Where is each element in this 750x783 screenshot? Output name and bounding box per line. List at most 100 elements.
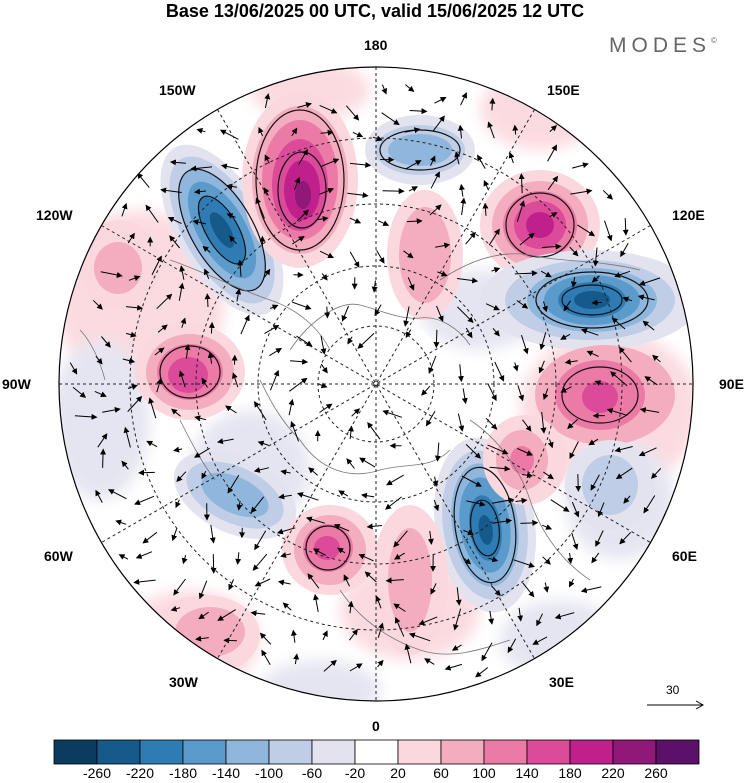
wind-vector-arrow [639, 407, 660, 414]
wind-vector-arrow [615, 467, 633, 480]
wind-vector-arrow [225, 405, 237, 414]
coastlines [79, 253, 641, 655]
colorbar [53, 739, 700, 765]
wind-vector-arrow [644, 376, 658, 386]
wind-vector-arrow [580, 328, 599, 336]
wind-vector-arrow [121, 460, 129, 470]
wind-vector-arrow [347, 600, 354, 614]
wind-vector-arrow [320, 129, 334, 136]
wind-vector-arrow [405, 329, 412, 338]
wind-vector-arrow [347, 192, 369, 199]
wind-vector-arrow [349, 663, 363, 672]
modes-logo: MODES© [609, 34, 717, 58]
map-title: Base 13/06/2025 00 UTC, valid 15/06/2025… [165, 1, 585, 21]
wind-vector-arrow [425, 411, 436, 427]
wind-vector-arrow [571, 501, 580, 518]
wind-vector-arrow [481, 642, 493, 662]
wind-vector-arrow [258, 126, 264, 137]
wind-vector-arrow [554, 612, 575, 620]
wind-vector-arrow [577, 224, 596, 237]
wind-vector-arrow [366, 523, 382, 530]
lon-label-120e: 120E [672, 207, 705, 223]
wind-vector-arrow [614, 270, 631, 278]
wind-vector-arrow [429, 204, 442, 216]
wind-vector-arrow [277, 579, 291, 586]
wind-vector-arrow [290, 629, 297, 643]
wind-vector-arrow [128, 275, 141, 282]
lon-label-0: 0 [372, 718, 380, 734]
wind-vector-arrow [569, 441, 579, 459]
wind-vector-arrow [591, 299, 602, 306]
wind-vector-arrow [485, 303, 500, 311]
wind-vector-arrow [610, 371, 628, 387]
wind-vector-arrow [512, 124, 519, 135]
wind-vector-arrow [432, 115, 445, 132]
wind-vector-arrow [457, 124, 464, 139]
wind-vector-arrow [451, 644, 462, 651]
wind-vector-arrow [250, 496, 265, 514]
wind-vector-arrow [622, 296, 633, 303]
colorbar-segment [612, 739, 657, 765]
wind-vector-arrow [575, 474, 582, 492]
wind-vector-arrow [542, 301, 548, 313]
wind-vector-arrow [465, 327, 473, 339]
wind-vector-arrow [454, 151, 461, 165]
wind-vector-arrow [296, 335, 313, 347]
lon-label-90w: 90W [2, 376, 31, 392]
wind-vector-arrow [508, 151, 515, 164]
colorbar-tick-label: 100 [472, 765, 496, 781]
wind-vector-arrow [74, 413, 98, 420]
colorbar-tick-label: -60 [301, 765, 323, 781]
wind-vector-arrow [270, 304, 279, 311]
wind-vector-arrow [541, 524, 553, 530]
wind-vector-arrow [201, 377, 208, 388]
wind-vector-arrow [317, 215, 329, 222]
wind-vector-arrow [290, 358, 309, 365]
wind-vector-arrow [333, 524, 350, 532]
wind-vector-arrow [532, 636, 548, 645]
wind-vector-arrow [142, 531, 158, 544]
wind-vector-arrow [254, 401, 267, 421]
wind-vector-arrow [352, 131, 364, 138]
wind-vector-arrow [434, 97, 447, 104]
wind-vector-arrow [296, 209, 310, 222]
wind-vector-arrow [623, 495, 631, 504]
wind-vector-arrow [491, 267, 501, 273]
wind-vector-arrow [231, 372, 239, 388]
wind-vector-arrow [134, 495, 155, 505]
wind-vector-arrow [298, 148, 308, 165]
wind-vector-arrow [72, 386, 87, 398]
colorbar-tick-label: 60 [433, 765, 449, 781]
wind-vector-arrow [235, 552, 242, 565]
wind-vector-arrow [324, 306, 331, 319]
positive-anomaly-90e [535, 345, 675, 445]
wind-vector-arrow [207, 351, 214, 364]
wind-vector-arrow [622, 218, 629, 236]
wind-vector-arrow [560, 333, 571, 340]
wind-vector-arrow [154, 347, 165, 356]
colorbar-segment [569, 739, 614, 765]
wind-vector-arrow [580, 586, 602, 594]
wind-vector-arrow [377, 659, 384, 668]
wind-vector-arrow [171, 527, 178, 542]
wind-vector-arrow [259, 632, 272, 645]
wind-vector-arrow [382, 409, 403, 418]
wind-vector-arrow [312, 548, 326, 556]
wind-vector-arrow [264, 93, 271, 109]
wind-vector-arrow [571, 532, 579, 551]
wind-vector-arrow [437, 270, 448, 277]
wind-vector-arrow [319, 187, 335, 195]
wind-vector-arrow [196, 127, 206, 134]
wind-vector-arrow [217, 438, 234, 445]
wind-vector-arrow [606, 408, 628, 416]
wind-vector-arrow [457, 413, 465, 432]
colorbar-tick-label: -220 [125, 765, 155, 781]
wind-vector-arrow [460, 92, 467, 106]
wind-vector-arrow [541, 243, 562, 250]
wind-vector-arrow [156, 293, 173, 310]
wind-vector-arrow [297, 102, 312, 108]
colorbar-tick-label: -260 [82, 765, 112, 781]
colorbar-segment [483, 739, 528, 765]
wind-vector-arrow [567, 418, 579, 429]
wind-vector-arrow [522, 582, 535, 598]
